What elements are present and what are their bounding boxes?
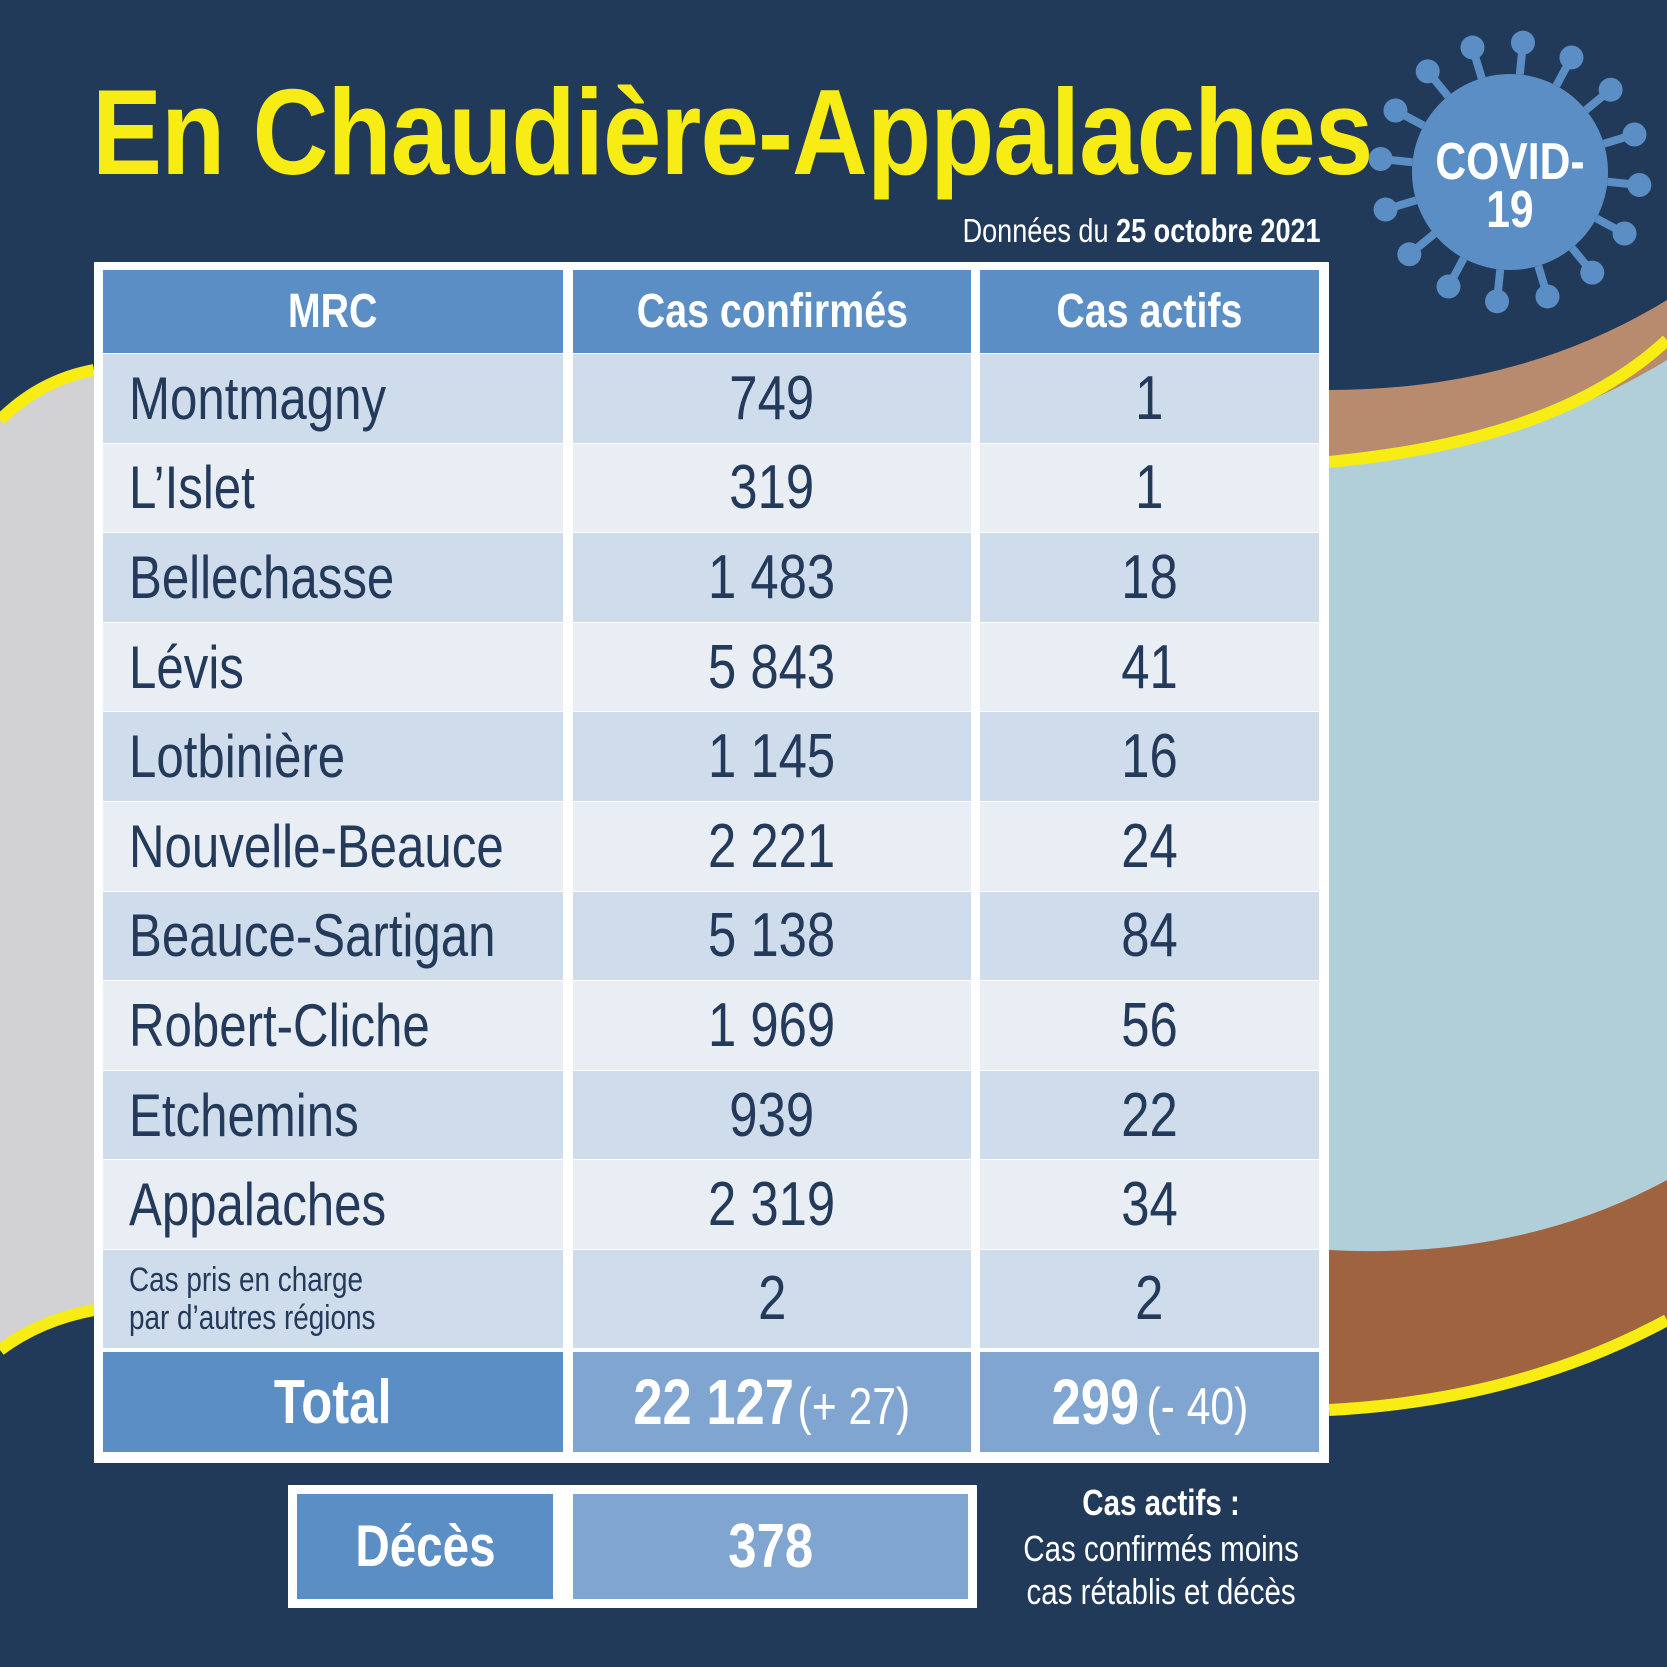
confirmed-cases: 1 969 <box>573 981 971 1070</box>
active-cases: 34 <box>980 1160 1319 1249</box>
total-active: 299 (- 40) <box>980 1352 1319 1452</box>
active-cases: 84 <box>980 891 1319 981</box>
note-line: Cas confirmés moins <box>1023 1528 1299 1569</box>
confirmed-cases: 939 <box>573 1070 971 1160</box>
mrc-name: L’Islet <box>103 443 563 533</box>
confirmed-cases: 5 843 <box>573 622 971 712</box>
mrc-name: Beauce-Sartigan <box>103 891 563 981</box>
yellow-curve <box>0 364 96 425</box>
skin-photo <box>1329 300 1667 460</box>
confirmed-cases: 1 145 <box>573 712 971 801</box>
column-header: MRC <box>103 270 563 353</box>
active-cases: 22 <box>980 1070 1319 1160</box>
mrc-name: Cas pris en charge par d’autres régions <box>103 1250 563 1348</box>
covid-badge: COVID- 19 <box>1435 133 1585 239</box>
confirmed-cases: 749 <box>573 354 971 443</box>
active-cases: 41 <box>980 622 1319 712</box>
active-cases: 1 <box>980 443 1319 533</box>
active-cases: 18 <box>980 533 1319 622</box>
total-label: Total <box>103 1352 563 1452</box>
active-cases: 1 <box>980 354 1319 443</box>
mrc-name: Nouvelle-Beauce <box>103 802 563 891</box>
deaths-value: 378 <box>573 1494 968 1599</box>
active-cases: 16 <box>980 712 1319 801</box>
column-header: Cas actifs <box>980 270 1319 353</box>
active-cases: 56 <box>980 981 1319 1070</box>
mrc-name: Robert-Cliche <box>103 981 563 1070</box>
mrc-name: Appalaches <box>103 1160 563 1249</box>
active-cases: 24 <box>980 802 1319 891</box>
data-date: Données du 25 octobre 2021 <box>962 212 1321 249</box>
active-cases: 2 <box>980 1250 1319 1348</box>
confirmed-cases: 2 319 <box>573 1160 971 1249</box>
total-confirmed: 22 127 (+ 27) <box>573 1352 971 1452</box>
mrc-name: Montmagny <box>103 354 563 443</box>
mrc-name: Lotbinière <box>103 712 563 801</box>
yellow-curve <box>1328 1314 1667 1416</box>
deaths-label: Décès <box>297 1494 553 1599</box>
yellow-curve <box>0 1304 96 1355</box>
confirmed-cases: 2 <box>573 1250 971 1348</box>
left-gray-arc <box>0 370 94 1350</box>
mask-photo <box>1329 340 1667 1410</box>
mrc-name: Etchemins <box>103 1070 563 1160</box>
note-title: Cas actifs : <box>1082 1482 1240 1523</box>
mrc-name: Lévis <box>103 622 563 712</box>
note-line: cas rétablis et décès <box>1026 1571 1296 1612</box>
virus-icon <box>1368 30 1652 314</box>
column-header: Cas confirmés <box>573 270 971 353</box>
confirmed-cases: 2 221 <box>573 802 971 891</box>
cases-table: MRC Cas confirmés Cas actifs Montmagny 749 1 L… <box>94 262 1329 1463</box>
page-title: En Chaudière-Appalaches <box>92 64 1373 200</box>
mrc-name: Bellechasse <box>103 533 563 622</box>
confirmed-cases: 319 <box>573 443 971 533</box>
yellow-curve <box>1328 335 1667 468</box>
deaths-box: Décès 378 <box>288 1485 977 1608</box>
confirmed-cases: 5 138 <box>573 891 971 981</box>
confirmed-cases: 1 483 <box>573 533 971 622</box>
